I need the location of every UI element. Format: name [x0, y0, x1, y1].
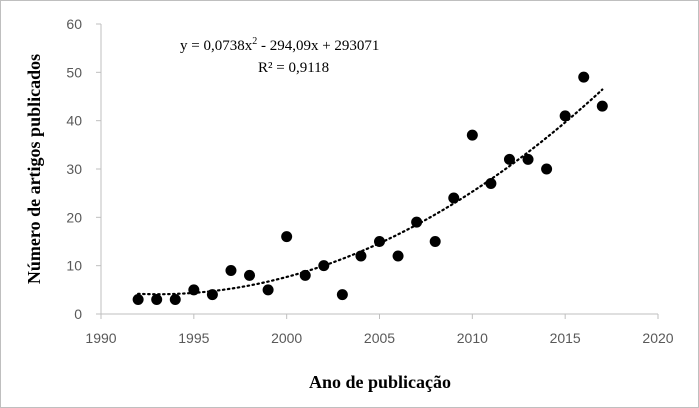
data-point	[578, 71, 590, 83]
x-tick-label: 2015	[550, 330, 581, 346]
data-point	[132, 294, 144, 305]
x-tick-label: 2010	[457, 330, 488, 346]
data-point	[429, 236, 441, 247]
equation-exponent: 2	[252, 36, 257, 47]
y-tick-label: 60	[66, 16, 82, 32]
data-point	[244, 269, 256, 281]
x-tick-label: 2000	[271, 330, 302, 346]
y-tick-label: 50	[66, 64, 82, 80]
data-point	[206, 289, 218, 301]
data-point	[151, 294, 163, 305]
data-point	[503, 153, 515, 165]
data-point	[299, 269, 311, 281]
y-axis-title: Número de artigos publicados	[24, 54, 44, 284]
data-point	[392, 250, 404, 262]
y-tick-label: 20	[66, 209, 82, 225]
y-tick-label: 40	[66, 113, 82, 129]
data-point	[466, 129, 478, 141]
equation-prefix: y = 0,0738x	[180, 38, 253, 54]
x-tick-label: 1990	[85, 330, 116, 346]
data-points	[132, 71, 608, 305]
data-point	[522, 153, 534, 165]
r-squared-label: R² = 0,9118	[258, 60, 329, 76]
x-tick-label: 1995	[178, 330, 209, 346]
data-point	[559, 110, 571, 122]
y-tick-label: 30	[66, 161, 82, 177]
data-point	[541, 163, 553, 175]
y-tick-label: 10	[66, 258, 82, 274]
data-point	[355, 250, 367, 262]
data-point	[262, 284, 274, 296]
trendline	[137, 88, 604, 296]
y-tick-label: 0	[74, 306, 82, 322]
x-tick-label: 2020	[642, 330, 673, 346]
data-point	[448, 192, 460, 204]
x-tick-label: 2005	[364, 330, 395, 346]
equation-suffix: - 294,09x + 293071	[257, 38, 379, 54]
ticks: 1990 1995 2000 2005 2010 2015 2020 0 10 20 30 40 50 6…	[66, 16, 673, 346]
data-point	[281, 231, 293, 243]
data-point	[596, 100, 608, 112]
x-axis-title: Ano de publicação	[309, 372, 451, 392]
trendline-equation: y = 0,0738x2 - 294,09x + 293071	[180, 36, 379, 54]
data-point	[336, 289, 348, 301]
data-point	[411, 216, 423, 228]
data-point	[225, 265, 237, 276]
data-point	[318, 260, 330, 272]
data-point	[485, 178, 497, 189]
data-point	[374, 236, 385, 247]
data-point	[169, 294, 181, 305]
data-point	[188, 284, 200, 296]
axes	[100, 24, 658, 315]
